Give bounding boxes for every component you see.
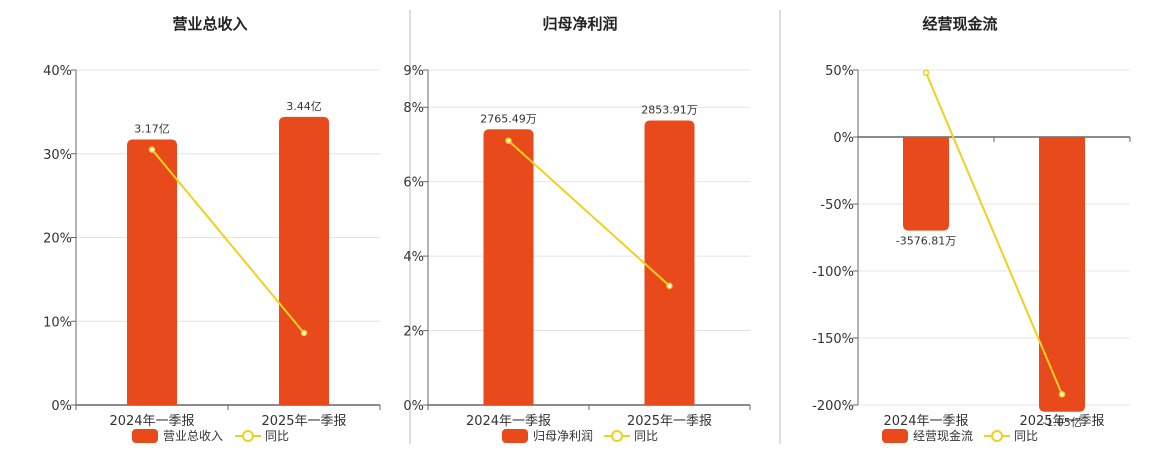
line-point [922, 69, 930, 76]
line-point [505, 137, 512, 144]
y-tick-label: -50% [820, 198, 854, 213]
chart-plot-2: 0% 2% 4% 6% 8% 9% 2765.49万 2024年一季报 2853.91万 2025… [403, 64, 751, 429]
y-tick-label: -100% [812, 265, 854, 280]
legend-label-line: 同比 [265, 429, 289, 443]
bar [1039, 137, 1085, 412]
chart-title-net-profit: 归母净利润 [542, 15, 617, 33]
bar [644, 120, 695, 406]
x-tick-label: 2025年一季报 [1019, 414, 1104, 429]
y-tick-label: 10% [43, 315, 72, 330]
y-tick-label: 0% [403, 399, 424, 414]
y-tick-label: 0% [833, 131, 854, 146]
y-tick-label: 50% [825, 64, 854, 79]
y-tick-label: 20% [43, 232, 72, 247]
bar [903, 137, 949, 231]
legend-label-bar: 归母净利润 [533, 429, 593, 443]
chart-plot-1: 0% 10% 20% 30% 40% 3.17亿 2024年一季报 3.44亿 2025年一季报 [43, 64, 381, 429]
series-line-yoy [151, 148, 305, 334]
x-tick-label: 2024年一季报 [883, 414, 968, 429]
line-point [666, 282, 673, 290]
y-tick-label: 40% [43, 64, 72, 79]
data-label: -1.05亿 [1042, 416, 1081, 429]
data-label: 2853.91万 [641, 103, 698, 116]
y-tick-label: 9% [403, 64, 424, 79]
y-tick-label: -200% [812, 399, 854, 414]
legend-cash-flow[interactable]: 经营现金流 同比 [882, 428, 1038, 443]
legend-swatch-bar [502, 429, 528, 443]
legend-swatch-bar [882, 429, 908, 443]
chart-title-revenue: 营业总收入 [172, 15, 247, 33]
line-point [1058, 391, 1066, 398]
y-tick-label: 8% [403, 101, 424, 116]
y-tick-label: 0% [51, 399, 72, 414]
y-tick-label: 4% [403, 250, 424, 265]
legend-net-profit[interactable]: 归母净利润 同比 [502, 429, 658, 443]
y-tick-label: 30% [43, 148, 72, 163]
chart-plot-3: 50% 0% -50% -100% -150% -200% -3576.81万 2024年一季… [812, 64, 1131, 429]
line-point [300, 329, 308, 337]
legend-label-line: 同比 [1014, 429, 1038, 443]
chart-title-cash-flow: 经营现金流 [922, 15, 997, 33]
x-tick-label: 2024年一季报 [466, 414, 551, 429]
bar [483, 129, 534, 406]
legend-label-bar: 经营现金流 [913, 428, 973, 443]
x-tick-label: 2025年一季报 [261, 414, 346, 429]
legend-line-marker [611, 430, 623, 442]
x-tick-label: 2025年一季报 [627, 414, 712, 429]
legend-label-line: 同比 [634, 429, 658, 443]
data-label: -3576.81万 [896, 235, 956, 248]
x-tick-label: 2024年一季报 [109, 414, 194, 429]
y-tick-label: 6% [403, 176, 424, 191]
data-label: 2765.49万 [480, 112, 537, 125]
bar [279, 116, 329, 406]
data-label: 3.17亿 [134, 123, 170, 136]
legend-revenue[interactable]: 营业总收入 同比 [132, 429, 289, 443]
bar [127, 139, 177, 405]
y-tick-label: -150% [812, 332, 854, 347]
legend-label-bar: 营业总收入 [163, 429, 223, 443]
legend-line-marker [242, 430, 254, 442]
series-line-yoy [925, 72, 1063, 395]
series-line-yoy [507, 139, 671, 287]
legend-line-marker [991, 430, 1003, 442]
line-point [148, 146, 156, 153]
legend-swatch-bar [132, 429, 158, 443]
data-label: 3.44亿 [286, 100, 322, 113]
y-tick-label: 2% [403, 325, 424, 340]
